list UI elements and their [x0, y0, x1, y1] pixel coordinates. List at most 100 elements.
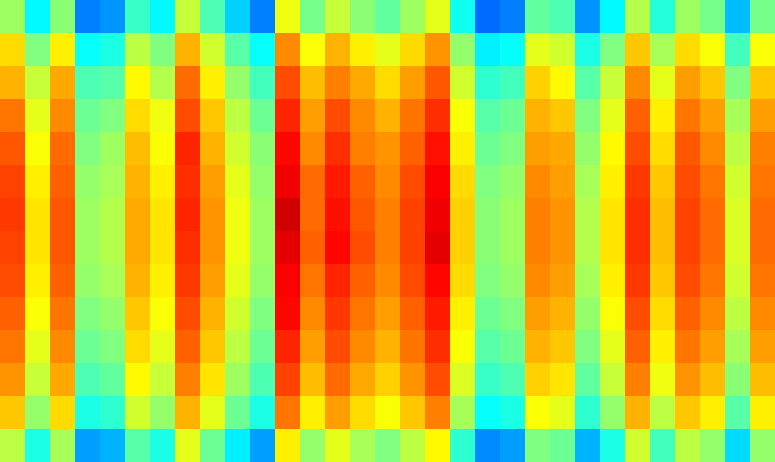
- heat-cell: [25, 396, 50, 429]
- heat-cell: [750, 198, 775, 231]
- heat-cell: [125, 297, 150, 330]
- heat-cell: [125, 132, 150, 165]
- heat-cell: [700, 99, 725, 132]
- heat-cell: [550, 396, 575, 429]
- heat-cell: [575, 429, 600, 462]
- heat-cell: [275, 33, 300, 66]
- heat-cell: [100, 99, 125, 132]
- heat-cell: [125, 363, 150, 396]
- heat-cell: [650, 99, 675, 132]
- heat-cell: [400, 165, 425, 198]
- heat-cell: [125, 396, 150, 429]
- heat-cell: [550, 363, 575, 396]
- heat-cell: [325, 198, 350, 231]
- heat-cell: [350, 165, 375, 198]
- heat-cell: [375, 330, 400, 363]
- heat-cell: [500, 330, 525, 363]
- heat-cell: [500, 0, 525, 33]
- heat-cell: [650, 396, 675, 429]
- heat-cell: [750, 297, 775, 330]
- heat-cell: [200, 264, 225, 297]
- heat-cell: [275, 0, 300, 33]
- heat-cell: [625, 132, 650, 165]
- heat-cell: [300, 396, 325, 429]
- heat-cell: [625, 363, 650, 396]
- heat-cell: [325, 231, 350, 264]
- heat-cell: [600, 66, 625, 99]
- heat-cell: [350, 198, 375, 231]
- heat-cell: [575, 297, 600, 330]
- heat-cell: [300, 264, 325, 297]
- heat-cell: [350, 0, 375, 33]
- heat-cell: [75, 165, 100, 198]
- heat-cell: [600, 429, 625, 462]
- heat-cell: [525, 297, 550, 330]
- heat-cell: [125, 33, 150, 66]
- heat-cell: [275, 99, 300, 132]
- heat-cell: [650, 33, 675, 66]
- heat-cell: [325, 330, 350, 363]
- heat-cell: [75, 0, 100, 33]
- heat-cell: [225, 363, 250, 396]
- heat-cell: [500, 66, 525, 99]
- heat-cell: [250, 0, 275, 33]
- heat-cell: [100, 396, 125, 429]
- heat-cell: [625, 165, 650, 198]
- heat-cell: [600, 198, 625, 231]
- heat-cell: [525, 231, 550, 264]
- heat-cell: [275, 264, 300, 297]
- heat-cell: [325, 396, 350, 429]
- heat-cell: [375, 165, 400, 198]
- heat-cell: [500, 264, 525, 297]
- heat-cell: [300, 297, 325, 330]
- heat-cell: [25, 363, 50, 396]
- heat-cell: [450, 264, 475, 297]
- heat-cell: [150, 231, 175, 264]
- heat-cell: [300, 0, 325, 33]
- heat-cell: [500, 363, 525, 396]
- heat-cell: [75, 66, 100, 99]
- heat-cell: [450, 198, 475, 231]
- heat-cell: [550, 99, 575, 132]
- heat-cell: [475, 429, 500, 462]
- heat-cell: [350, 132, 375, 165]
- heat-cell: [100, 297, 125, 330]
- heat-cell: [600, 231, 625, 264]
- heat-cell: [0, 198, 25, 231]
- heat-cell: [625, 429, 650, 462]
- heat-cell: [525, 330, 550, 363]
- heat-cell: [375, 99, 400, 132]
- heat-cell: [450, 297, 475, 330]
- heat-cell: [500, 429, 525, 462]
- heat-cell: [275, 429, 300, 462]
- heat-cell: [150, 99, 175, 132]
- heat-cell: [250, 132, 275, 165]
- heat-cell: [225, 132, 250, 165]
- heat-cell: [50, 33, 75, 66]
- heat-cell: [225, 198, 250, 231]
- heat-cell: [175, 66, 200, 99]
- heat-cell: [700, 429, 725, 462]
- heat-cell: [675, 363, 700, 396]
- heat-cell: [75, 132, 100, 165]
- heat-cell: [300, 198, 325, 231]
- heat-cell: [50, 297, 75, 330]
- heat-cell: [125, 66, 150, 99]
- heat-cell: [200, 363, 225, 396]
- heat-cell: [0, 429, 25, 462]
- heat-cell: [475, 132, 500, 165]
- heat-cell: [75, 33, 100, 66]
- heat-cell: [550, 429, 575, 462]
- heat-cell: [425, 396, 450, 429]
- heat-cell: [175, 132, 200, 165]
- heat-cell: [0, 396, 25, 429]
- heat-cell: [175, 363, 200, 396]
- heat-cell: [575, 66, 600, 99]
- heat-cell: [375, 66, 400, 99]
- heat-cell: [275, 363, 300, 396]
- heat-cell: [650, 363, 675, 396]
- heat-cell: [100, 132, 125, 165]
- heat-cell: [50, 0, 75, 33]
- heat-cell: [700, 66, 725, 99]
- heat-cell: [200, 33, 225, 66]
